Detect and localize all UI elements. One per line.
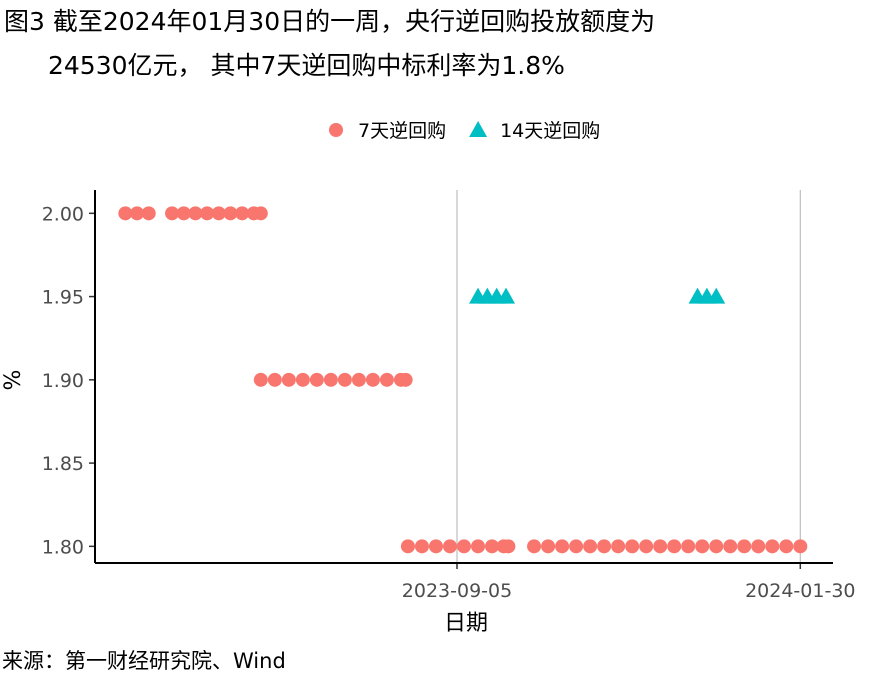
point <box>457 539 471 554</box>
point <box>223 206 238 221</box>
point <box>141 206 156 221</box>
point <box>569 539 584 554</box>
point <box>709 539 724 554</box>
legend-label: 7天逆回购 <box>358 120 446 142</box>
point <box>611 539 626 554</box>
point <box>130 206 145 221</box>
y-tick-label: 1.95 <box>42 287 84 309</box>
point <box>527 539 542 554</box>
point <box>414 539 429 554</box>
point <box>681 539 696 554</box>
point <box>737 539 752 554</box>
point <box>337 372 352 387</box>
point <box>165 206 180 221</box>
point <box>765 539 780 554</box>
legend-marker <box>329 123 343 137</box>
point <box>779 539 794 554</box>
point <box>267 372 282 387</box>
point <box>653 539 668 554</box>
point <box>583 539 598 554</box>
point <box>723 539 738 554</box>
point <box>597 539 612 554</box>
point <box>118 206 133 221</box>
x-tick-label: 2023-09-05 <box>402 580 512 602</box>
point <box>639 539 654 554</box>
point <box>555 539 570 554</box>
source-note: 来源：第一财经研究院、Wind <box>2 649 286 673</box>
point <box>323 372 338 387</box>
point <box>281 372 296 387</box>
point <box>667 539 682 554</box>
point <box>309 372 324 387</box>
point <box>400 539 415 554</box>
point <box>398 372 413 387</box>
point <box>365 372 380 387</box>
point <box>695 539 710 554</box>
point <box>793 539 808 554</box>
y-tick-label: 1.80 <box>42 536 84 558</box>
legend-marker <box>469 121 488 137</box>
point <box>188 206 203 221</box>
point <box>442 539 457 554</box>
chart-title: 图3 截至2024年01月30日的一周，央行逆回购投放额度为 <box>4 7 655 36</box>
point <box>707 287 726 304</box>
point <box>379 372 394 387</box>
point <box>295 372 310 387</box>
y-axis-label: % <box>1 370 26 391</box>
point <box>253 206 268 221</box>
y-tick-label: 1.85 <box>42 453 84 475</box>
point <box>351 372 366 387</box>
point <box>176 206 191 221</box>
y-tick-label: 2.00 <box>42 203 84 225</box>
point <box>200 206 215 221</box>
point <box>497 287 516 304</box>
point <box>235 206 250 221</box>
chart-title: 24530亿元， 其中7天逆回购中标利率为1.8% <box>48 51 565 80</box>
point <box>428 539 443 554</box>
x-tick-label: 2024-01-30 <box>745 580 855 602</box>
point <box>211 206 226 221</box>
x-axis-label: 日期 <box>444 611 488 636</box>
point <box>625 539 640 554</box>
y-tick-label: 1.90 <box>42 370 84 392</box>
legend-label: 14天逆回购 <box>500 120 600 142</box>
point <box>485 539 500 554</box>
point <box>253 372 268 387</box>
point <box>751 539 766 554</box>
point <box>541 539 556 554</box>
point <box>501 539 516 554</box>
point <box>471 539 486 554</box>
